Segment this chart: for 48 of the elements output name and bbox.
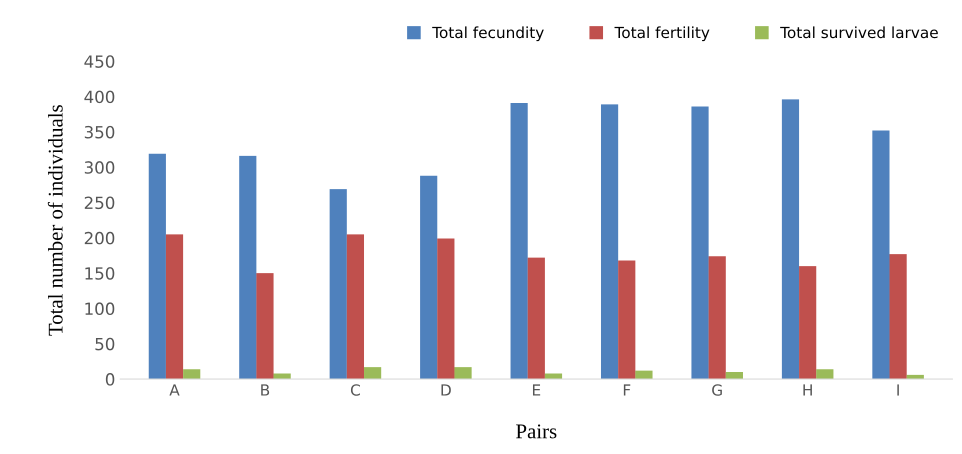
- bar: [635, 370, 653, 380]
- x-tick-label: G: [712, 384, 722, 396]
- x-tick-label: B: [261, 384, 270, 396]
- bar: [166, 234, 184, 380]
- legend-label: Total fertility: [614, 26, 710, 42]
- bar: [872, 130, 890, 380]
- bar: [454, 367, 472, 380]
- y-tick-label: 450: [84, 55, 114, 68]
- x-tick-label: C: [350, 384, 360, 396]
- y-tick-label: 0: [106, 373, 114, 386]
- y-tick-label: 400: [84, 90, 114, 104]
- bar: [183, 369, 200, 380]
- bar: [618, 260, 636, 380]
- bar: [726, 372, 743, 380]
- bar: [600, 104, 618, 380]
- y-tick-label: 200: [84, 232, 114, 244]
- x-tick-label: D: [441, 384, 451, 396]
- x-tick-label: I: [897, 384, 899, 396]
- bar: [148, 154, 166, 380]
- bar: [782, 99, 800, 380]
- bar: [437, 238, 454, 380]
- legend-label: Total survived larvae: [780, 26, 938, 38]
- x-tick-label: E: [532, 384, 540, 396]
- bar: [528, 258, 545, 380]
- bar: [691, 106, 709, 380]
- y-tick-label: 50: [95, 338, 114, 350]
- bar: [420, 176, 438, 380]
- bar: [510, 102, 528, 380]
- bar: [708, 256, 726, 380]
- x-tick-label: A: [169, 384, 180, 396]
- y-axis-title: Total number of individuals: [48, 105, 63, 336]
- bar: [816, 369, 834, 380]
- x-tick-label: F: [624, 384, 630, 396]
- bar: [346, 234, 364, 380]
- bar: [799, 266, 816, 380]
- x-axis-title: Pairs: [516, 424, 556, 438]
- bar: [330, 189, 347, 380]
- y-tick-label: 250: [84, 196, 114, 210]
- legend-label: Total fecundity: [432, 26, 544, 42]
- y-tick-label: 150: [85, 267, 114, 280]
- bar: [256, 273, 274, 380]
- bar: [364, 367, 382, 380]
- bar: [239, 156, 256, 380]
- x-tick-label: H: [803, 384, 812, 396]
- y-tick-label: 100: [85, 302, 114, 316]
- y-tick-label: 300: [84, 161, 114, 174]
- bar: [890, 254, 907, 380]
- y-tick-label: 350: [84, 126, 114, 138]
